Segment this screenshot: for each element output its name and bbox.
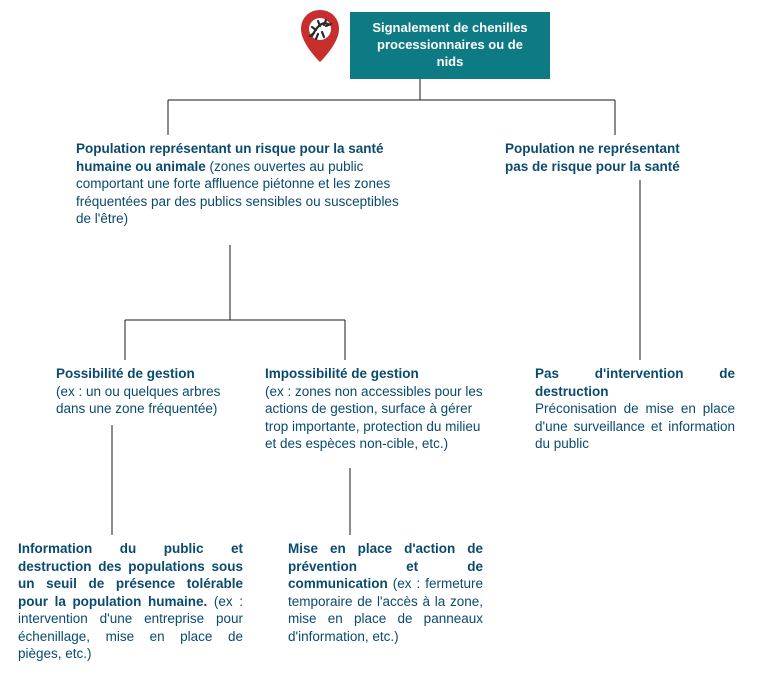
- node-info-destroy: Information du public et destruction des…: [18, 540, 243, 663]
- node-no-risk-title: Population ne représentant pas de risque…: [505, 141, 680, 174]
- node-no-intervention: Pas d'intervention de destruction Précon…: [535, 365, 735, 453]
- node-manage-no: Impossibilité de gestion (ex : zones non…: [265, 365, 490, 453]
- node-no-intervention-body: Préconisation de mise en place d'une sur…: [535, 401, 735, 451]
- node-prevention: Mise en place d'action de prévention et …: [288, 540, 483, 645]
- node-info-destroy-title: Information du public et destruction des…: [18, 541, 243, 609]
- root-label: Signalement de chenilles processionnaire…: [372, 20, 527, 69]
- node-risk: Population représentant un risque pour l…: [76, 140, 416, 228]
- node-no-risk: Population ne représentant pas de risque…: [505, 140, 705, 175]
- node-manage-no-body: (ex : zones non accessibles pour les act…: [265, 384, 483, 452]
- node-manage-yes: Possibilité de gestion (ex : un ou quelq…: [56, 365, 246, 418]
- map-pin-caterpillar-icon: [296, 8, 344, 69]
- node-manage-no-title: Impossibilité de gestion: [265, 366, 419, 381]
- root-node: Signalement de chenilles processionnaire…: [350, 12, 550, 79]
- node-manage-yes-title: Possibilité de gestion: [56, 366, 195, 381]
- node-manage-yes-body: (ex : un ou quelques arbres dans une zon…: [56, 384, 220, 417]
- node-no-intervention-title: Pas d'intervention de destruction: [535, 366, 735, 399]
